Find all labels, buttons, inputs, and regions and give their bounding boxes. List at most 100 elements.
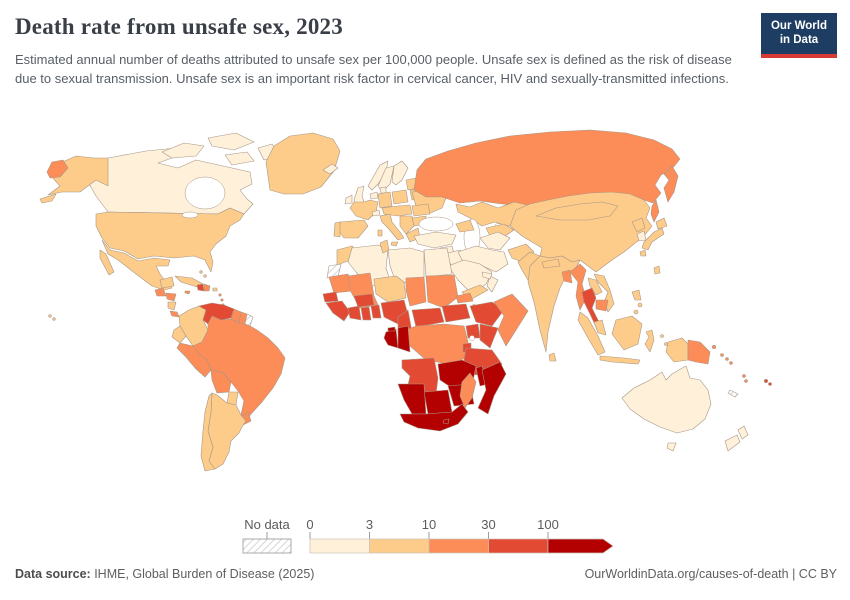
map-region-aleutians[interactable] [39,193,57,204]
map-region-kamchatka[interactable] [663,165,679,203]
map-region-chukotka[interactable] [46,159,69,179]
map-region-greenland[interactable] [265,132,341,195]
map-region-guinea[interactable] [325,300,351,322]
map-region-niger[interactable] [373,275,407,303]
map-region-honshu[interactable] [641,227,665,251]
map-region-india[interactable] [527,255,581,353]
legend-no-data-swatch[interactable] [242,538,292,554]
map-region-canada-arctic2[interactable] [207,132,255,151]
map-region-romania[interactable] [411,203,431,217]
map-region-united-kingdom[interactable] [353,185,365,205]
map-region-bangladesh[interactable] [561,269,573,284]
map-region-cote-divoire[interactable] [347,305,362,321]
map-region-senegal[interactable] [322,291,339,303]
map-region-poland[interactable] [391,189,409,205]
map-region-sudan[interactable] [425,274,459,309]
map-region-taiwan[interactable] [653,265,661,275]
legend-bin-30-100[interactable] [488,538,549,554]
map-region-papua-new-guinea[interactable] [687,339,711,365]
map-region-sakhalin[interactable] [650,199,660,223]
map-region-kyushu[interactable] [639,249,647,257]
map-region-denmark[interactable] [379,186,387,194]
map-region-jamaica[interactable] [184,290,191,295]
map-region-dominican-republic[interactable] [203,283,211,292]
legend-bin-100-plus[interactable] [547,538,614,554]
map-region-france[interactable] [349,199,379,221]
map-region-south-sudan[interactable] [441,303,471,323]
map-region-hokkaido[interactable] [655,217,668,230]
map-region-turkmenistan[interactable] [479,231,511,251]
owid-url-license[interactable]: OurWorldinData.org/causes-of-death | CC … [585,567,837,581]
map-region-oman[interactable] [486,275,499,293]
map-region-tasmania[interactable] [666,442,677,452]
map-region-bahamas2[interactable] [203,274,207,278]
map-region-australia[interactable] [621,365,712,434]
legend-bin-10-30[interactable] [428,538,489,554]
map-region-russia[interactable] [413,129,681,206]
map-region-honduras[interactable] [165,292,177,302]
map-region-new-britain[interactable] [711,344,716,349]
map-region-congo[interactable] [397,325,411,353]
map-region-argentina[interactable] [207,392,247,470]
map-region-south-africa[interactable] [399,403,469,432]
map-region-costa-rica[interactable] [169,310,180,318]
map-region-germany[interactable] [377,191,393,209]
map-region-burkina-faso[interactable] [353,293,375,308]
map-region-caucasus[interactable] [455,219,475,233]
map-region-united-states[interactable] [95,207,245,273]
map-region-moluccas2[interactable] [664,342,668,346]
map-region-philippines3[interactable] [633,309,639,315]
map-region-cambodia[interactable] [595,299,609,312]
map-region-north-korea[interactable] [631,217,646,233]
map-region-vanuatu1[interactable] [742,374,746,378]
map-region-guatemala[interactable] [154,287,167,297]
map-region-central-african-republic[interactable] [411,307,445,328]
map-region-togo-benin[interactable] [370,304,382,319]
map-region-borneo[interactable] [611,315,643,351]
map-region-solomons2[interactable] [725,357,729,361]
map-region-vietnam[interactable] [593,273,615,313]
map-region-balkans[interactable] [399,215,415,235]
map-region-somalia[interactable] [493,293,529,347]
map-region-ireland[interactable] [344,194,353,205]
map-region-spain[interactable] [337,219,369,239]
map-region-nepal[interactable] [541,258,561,269]
map-region-nicaragua[interactable] [167,301,177,311]
map-region-sri-lanka[interactable] [548,352,557,362]
map-region-turkey[interactable] [413,231,457,249]
map-region-solomons3[interactable] [729,361,733,365]
legend-bin-0-3[interactable] [309,538,370,554]
map-region-fiji2[interactable] [768,382,772,386]
map-region-drc[interactable] [403,323,469,365]
map-region-italy[interactable] [379,213,405,241]
map-region-eritrea[interactable] [455,292,474,304]
map-region-west-papua[interactable] [665,337,689,363]
map-region-namibia[interactable] [397,383,427,415]
map-region-sumatra[interactable] [577,311,606,356]
map-region-madagascar[interactable] [459,372,477,409]
map-region-canada-arctic1[interactable] [161,142,205,159]
map-region-moluccas1[interactable] [660,334,664,338]
map-region-iceland[interactable] [322,163,339,175]
map-region-baja[interactable] [99,249,115,276]
map-region-canada-baffin[interactable] [224,151,255,166]
owid-link[interactable]: OurWorldinData.org/causes-of-death | CC … [584,567,837,581]
map-region-mexico[interactable] [101,239,173,291]
map-region-chad[interactable] [405,276,427,307]
map-region-solomons1[interactable] [720,353,724,357]
legend-bin-3-10[interactable] [369,538,430,554]
map-region-finland[interactable] [391,160,409,186]
map-region-sicily[interactable] [390,241,399,247]
map-region-myanmar[interactable] [569,263,587,311]
map-region-central-europe[interactable] [381,204,413,217]
map-region-switzerland[interactable] [371,209,381,217]
map-region-paraguay[interactable] [226,391,239,406]
map-region-yucatan[interactable] [159,276,175,289]
map-region-fiji1[interactable] [763,378,768,383]
map-region-vanuatu2[interactable] [744,379,748,383]
map-region-laos[interactable] [587,277,603,296]
map-region-philippines[interactable] [631,289,642,301]
map-region-lesotho[interactable] [442,418,450,425]
map-region-nz-south[interactable] [724,434,741,452]
map-region-malaysia[interactable] [593,319,607,336]
